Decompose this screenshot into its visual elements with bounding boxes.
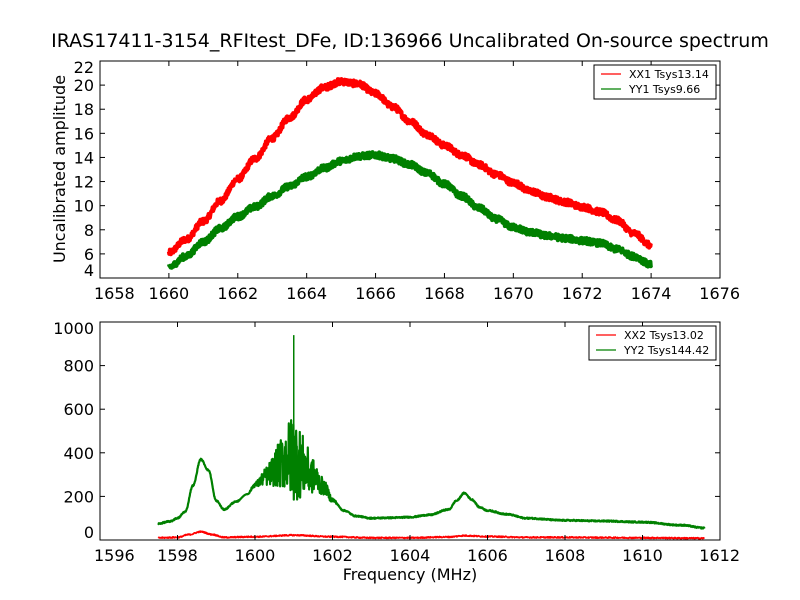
top-legend-label-xx1: XX1 Tsys13.14 xyxy=(629,68,709,81)
y-tick-label: 10 xyxy=(74,197,94,216)
x-tick-label: 1602 xyxy=(312,546,353,565)
top-panel: 1658 1660 1662 1664 1666 1668 1670 1672 1674 1676… xyxy=(50,58,740,303)
bottom-x-axis-label: Frequency (MHz) xyxy=(343,565,477,584)
top-legend: XX1 Tsys13.14 YY1 Tsys9.66 xyxy=(593,64,717,100)
bottom-legend-box xyxy=(588,325,717,361)
top-series-group xyxy=(166,77,653,270)
y-tick-label: 600 xyxy=(63,400,94,419)
x-tick-label: 1600 xyxy=(235,546,276,565)
x-tick-label: 1596 xyxy=(94,546,135,565)
bottom-series-group xyxy=(157,335,706,540)
bottom-legend-label-yy2: YY2 Tsys144.42 xyxy=(623,344,709,357)
y-tick-label: 4 xyxy=(84,261,94,280)
bottom-panel: 1596 1598 1600 1602 1604 1606 1608 1610 1612 0 200… xyxy=(53,319,740,584)
x-tick-label: 1598 xyxy=(157,546,198,565)
top-axes-frame xyxy=(99,60,721,279)
x-tick-label: 1674 xyxy=(631,284,672,303)
y-tick-label: 20 xyxy=(74,76,94,95)
x-tick-label: 1672 xyxy=(562,284,603,303)
x-tick-label: 1612 xyxy=(699,546,740,565)
x-tick-label: 1658 xyxy=(94,284,135,303)
x-tick-label: 1662 xyxy=(217,284,258,303)
y-tick-label: 6 xyxy=(84,245,94,264)
top-legend-box xyxy=(593,64,717,100)
x-tick-label: 1606 xyxy=(467,546,508,565)
y-tick-label: 18 xyxy=(74,100,94,119)
series-line-xx1 xyxy=(166,77,653,257)
y-tick-label: 14 xyxy=(74,148,94,167)
top-ticks-group: 1658 1660 1662 1664 1666 1668 1670 1672 1674 1676… xyxy=(74,58,740,303)
x-tick-label: 1668 xyxy=(424,284,465,303)
x-tick-label: 1670 xyxy=(493,284,534,303)
y-tick-label: 0 xyxy=(84,523,94,542)
x-tick-label: 1664 xyxy=(286,284,327,303)
y-tick-label: 8 xyxy=(84,221,94,240)
series-line-yy1 xyxy=(166,150,653,270)
x-tick-label: 1604 xyxy=(390,546,431,565)
y-tick-label: 1000 xyxy=(53,319,94,338)
bottom-ticks-group: 1596 1598 1600 1602 1604 1606 1608 1610 1612 0 200… xyxy=(53,319,740,565)
series-line-xx2 xyxy=(157,530,705,540)
series-line-yy2 xyxy=(157,419,706,530)
bottom-legend-label-xx2: XX2 Tsys13.02 xyxy=(624,329,704,342)
x-tick-label: 1660 xyxy=(149,284,190,303)
y-tick-label: 12 xyxy=(74,173,94,192)
top-legend-label-yy1: YY1 Tsys9.66 xyxy=(628,83,700,96)
y-tick-label: 800 xyxy=(63,357,94,376)
y-tick-label: 22 xyxy=(74,58,94,77)
bottom-legend: XX2 Tsys13.02 YY2 Tsys144.42 xyxy=(588,325,717,361)
x-tick-label: 1608 xyxy=(545,546,586,565)
y-tick-label: 400 xyxy=(63,444,94,463)
y-tick-label: 16 xyxy=(74,124,94,143)
x-tick-label: 1610 xyxy=(622,546,663,565)
x-tick-label: 1676 xyxy=(699,284,740,303)
figure-title: IRAS17411-3154_RFItest_DFe, ID:136966 Un… xyxy=(51,30,769,52)
x-tick-label: 1666 xyxy=(355,284,396,303)
top-y-axis-label: Uncalibrated amplitude xyxy=(50,75,69,263)
y-tick-label: 200 xyxy=(63,487,94,506)
